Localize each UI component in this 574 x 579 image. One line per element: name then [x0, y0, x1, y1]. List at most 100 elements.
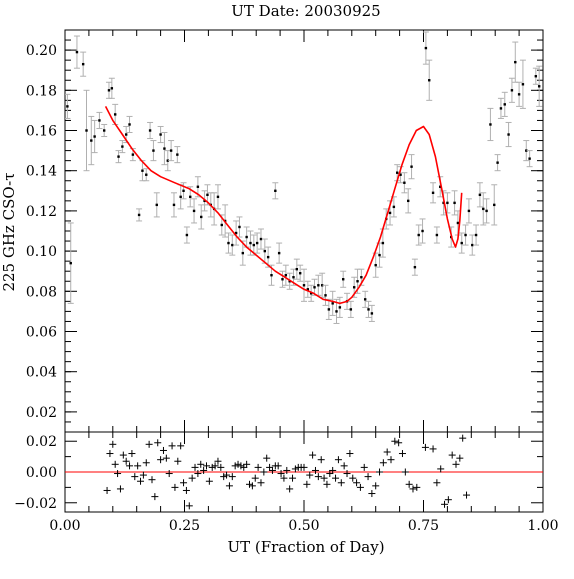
data-point — [220, 223, 223, 227]
data-point — [200, 215, 203, 219]
data-point — [155, 203, 158, 207]
data-point — [102, 129, 106, 132]
data-point — [169, 149, 173, 152]
data-point — [288, 280, 291, 283]
data-point — [137, 213, 141, 217]
x-axis-label: UT (Fraction of Day) — [227, 538, 384, 556]
data-point — [403, 181, 406, 184]
data-point — [352, 286, 356, 289]
y-tick-label: 0.10 — [26, 244, 57, 260]
data-point — [148, 129, 152, 132]
data-point — [117, 155, 120, 158]
data-point — [252, 243, 256, 247]
data-point — [407, 199, 410, 203]
x-tick-label: 0.00 — [49, 518, 80, 534]
data-point — [121, 145, 124, 148]
data-point — [474, 233, 478, 237]
data-point — [196, 185, 200, 188]
data-point — [460, 241, 463, 245]
data-point — [241, 251, 245, 255]
data-point — [421, 229, 424, 233]
resid-y-tick-label: 0.02 — [26, 434, 57, 450]
data-point — [266, 255, 270, 259]
y-tick-label: 0.08 — [26, 284, 57, 300]
data-point — [360, 276, 363, 279]
data-point — [185, 233, 189, 237]
data-point — [227, 241, 230, 245]
data-point — [216, 195, 220, 199]
data-point — [295, 267, 299, 271]
data-point — [478, 193, 482, 197]
data-point — [471, 243, 474, 247]
data-point — [464, 233, 467, 237]
data-point — [367, 308, 370, 311]
y-tick-label: 0.06 — [26, 325, 57, 341]
data-point — [292, 276, 295, 279]
data-point — [206, 193, 209, 197]
data-point — [399, 173, 402, 176]
data-point — [284, 274, 288, 277]
data-point — [189, 195, 192, 199]
data-point — [152, 149, 155, 152]
y-tick-label: 0.02 — [26, 405, 57, 421]
data-point — [93, 135, 96, 138]
data-point — [428, 79, 431, 82]
data-point — [124, 133, 128, 136]
data-point — [166, 159, 169, 162]
data-point — [107, 89, 111, 92]
data-point — [410, 165, 413, 168]
data-point — [534, 75, 538, 78]
chart-title: UT Date: 20030925 — [231, 2, 380, 20]
data-point — [281, 278, 284, 281]
data-point — [507, 133, 510, 136]
data-point — [85, 129, 88, 132]
data-point — [274, 189, 277, 192]
data-point — [317, 284, 320, 287]
data-point — [66, 105, 69, 108]
data-point — [331, 302, 334, 305]
data-point — [446, 201, 449, 205]
data-point — [514, 60, 517, 64]
data-point — [113, 113, 117, 116]
data-point — [176, 153, 179, 156]
data-point — [338, 306, 342, 309]
data-point — [467, 209, 471, 213]
data-point — [69, 261, 72, 265]
data-point — [309, 292, 313, 295]
data-point — [141, 169, 144, 172]
data-point — [431, 191, 435, 195]
resid-y-tick-label: 0.00 — [26, 465, 57, 481]
data-point — [392, 205, 396, 209]
resid-y-tick-label: −0.02 — [14, 496, 57, 512]
data-point — [145, 173, 148, 176]
data-point — [363, 298, 367, 301]
y-tick-label: 0.14 — [26, 164, 57, 180]
data-point — [489, 123, 492, 126]
data-point — [203, 199, 206, 203]
y-tick-label: 0.18 — [26, 83, 57, 99]
y-tick-label: 0.12 — [26, 204, 57, 220]
data-point — [249, 241, 252, 245]
data-point — [435, 233, 439, 237]
data-point — [110, 87, 114, 90]
data-point — [521, 83, 525, 86]
data-point — [537, 85, 541, 88]
data-point — [510, 89, 514, 92]
x-tick-label: 1.00 — [527, 518, 558, 534]
data-point — [496, 161, 499, 164]
data-point — [131, 153, 135, 156]
data-point — [320, 284, 324, 287]
x-tick-label: 0.50 — [288, 518, 319, 534]
data-point — [324, 294, 327, 297]
data-point — [396, 171, 399, 174]
data-point — [525, 149, 528, 152]
data-point — [163, 147, 166, 150]
data-point — [90, 139, 93, 142]
data-point — [503, 103, 506, 106]
data-point — [499, 107, 503, 110]
data-point — [381, 241, 385, 245]
y-tick-label: 0.20 — [26, 43, 57, 59]
data-point — [172, 203, 176, 207]
x-tick-label: 0.25 — [169, 518, 200, 534]
